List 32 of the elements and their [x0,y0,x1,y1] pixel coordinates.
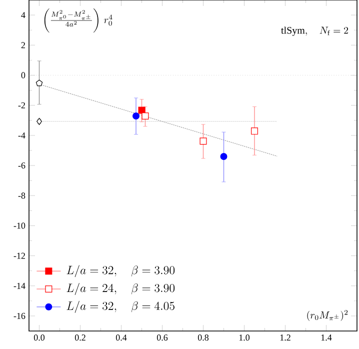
y-tick-label: 0 [21,72,26,78]
x-tick-label: 0.6 [156,334,168,341]
point [220,152,228,160]
y-tick-label: 2 [21,42,25,48]
point [36,80,43,86]
annotation: $\mathrm{tlSym},\quad N_\mathrm{f}=2$ [281,26,348,36]
annotation: $\left(\frac{M^2_{\pi^0}-M^2_{\pi^\pm}}{4a^2}\right)\, r_0^4$ [44,8,112,33]
point [138,106,146,114]
y-tick-label: -8 [18,192,26,199]
legend-label: $L/a=32,\quad \beta=4.05$ [66,300,174,313]
y-tick-label: -4 [18,132,26,138]
legend-label: $L/a=24,\quad \beta=3.90$ [66,282,175,295]
point [132,112,140,120]
point [142,112,149,120]
y-tick-label: -14 [14,282,26,289]
y-tick-label: -16 [14,312,26,319]
y-tick-label: 4 [21,12,26,18]
point [251,128,258,135]
x-tick-label: 1.2 [280,334,290,341]
x-tick-label: 0.2 [74,334,86,341]
y-tick-label: -10 [14,222,26,229]
x-tick-label: 1.4 [321,334,332,341]
y-tick-label: -6 [18,162,26,169]
x-tick-label: 0.8 [198,334,209,341]
y-tick-label: -12 [14,252,25,259]
x-tick-label: 1.0 [239,334,250,341]
point [200,138,207,145]
x-tick-label: 0.4 [116,334,127,341]
x-tick-label: 0.0 [34,334,45,341]
y-tick-label: -2 [18,102,25,108]
x-axis-title: $(r_0 M_{\pi^\pm})^2$ [307,310,348,321]
legend-label: $L/a=32,\quad \beta=3.90$ [66,265,175,278]
